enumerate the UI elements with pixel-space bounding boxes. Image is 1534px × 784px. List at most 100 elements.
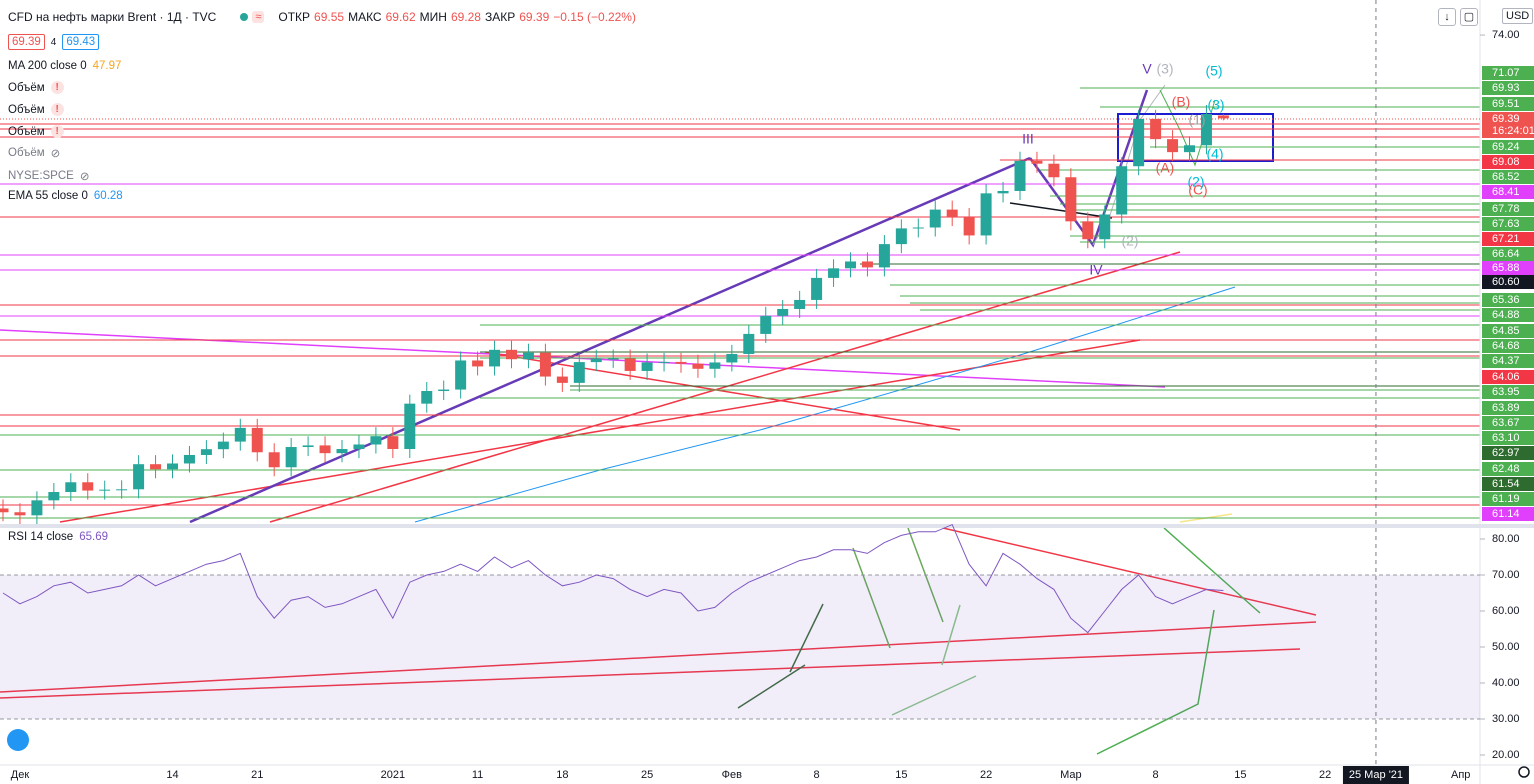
candle-body <box>1217 115 1229 119</box>
candle-body <box>1082 221 1094 240</box>
candle-body <box>167 463 178 470</box>
candle-body <box>370 436 382 445</box>
price-label-bg <box>1482 431 1534 445</box>
candle-body <box>607 358 619 360</box>
legend-value: 47.97 <box>92 60 122 72</box>
status-dot <box>240 13 249 21</box>
price-label-bg <box>1482 170 1534 184</box>
price-label-bg <box>1482 416 1534 430</box>
price-label: 64.85 <box>1492 325 1520 337</box>
legend-name: Объём <box>8 81 45 94</box>
candle-body <box>946 209 958 218</box>
price-label-bg <box>1482 232 1534 246</box>
price-label: 69.08 <box>1492 156 1520 168</box>
candle-body <box>404 403 416 450</box>
price-label-bg <box>1482 185 1534 199</box>
price-label: 67.21 <box>1492 233 1520 245</box>
open: 69.55 <box>314 10 345 24</box>
price-label: 60.60 <box>1492 276 1520 288</box>
legend-item: Объём! <box>8 103 64 116</box>
candle-body <box>234 427 246 442</box>
legend-name: RSI 14 close <box>8 531 74 543</box>
candle-body <box>828 268 840 278</box>
candle-body <box>675 361 687 364</box>
price-label-bg <box>1482 293 1534 307</box>
legend-value: 65.69 <box>79 531 108 543</box>
legend-item: MA 200 close 0 47.97 <box>8 60 121 72</box>
drawings <box>0 84 1480 524</box>
legend-name: Объём <box>8 147 45 159</box>
hidden-icon[interactable]: ⊘ <box>50 148 61 160</box>
rsi-drawings <box>0 528 1317 755</box>
status-badge: ≈ <box>252 11 265 23</box>
candle-body <box>1065 177 1077 222</box>
price-label: 63.10 <box>1492 432 1520 444</box>
candle-body <box>268 452 280 468</box>
price-label-bg <box>1482 492 1534 506</box>
candle-body <box>641 362 653 371</box>
price-label: 69.24 <box>1492 141 1520 153</box>
price-label: 69.51 <box>1492 98 1520 110</box>
candle-body <box>1048 163 1060 178</box>
candle-body <box>709 362 721 369</box>
warning-icon: ! <box>50 103 64 116</box>
wave-label: (3) <box>1207 97 1224 113</box>
currency[interactable]: USD <box>1502 8 1534 24</box>
x-tick-label: 14 <box>166 769 178 781</box>
price-label-bg <box>1482 112 1534 138</box>
price-label-bg <box>1482 462 1534 476</box>
candle-body <box>912 227 924 229</box>
price-label: 63.67 <box>1492 417 1520 429</box>
candle-body <box>743 333 755 354</box>
maximize-button[interactable]: ▢ <box>1460 8 1478 26</box>
countdown: 16:24:01 <box>1492 125 1534 137</box>
settings-icon[interactable] <box>1518 766 1530 778</box>
candle-body <box>760 315 772 334</box>
change: −0.15 (−0.22%) <box>553 10 636 24</box>
price-label-bg <box>1482 339 1534 353</box>
y-tick-label: 80.00 <box>1492 533 1520 545</box>
legend-name: MA 200 close 0 <box>8 60 87 72</box>
price-label: 62.97 <box>1492 447 1520 459</box>
candle-body <box>48 492 60 501</box>
wave-label: (1) <box>1188 112 1205 128</box>
wave-label: (A) <box>1156 160 1175 176</box>
candle-body <box>845 261 856 269</box>
x-tick-label: 22 <box>980 769 992 781</box>
price-label-bg <box>1482 477 1534 491</box>
high-label: МАКС <box>348 10 382 24</box>
wave-label: (B) <box>1172 94 1191 110</box>
candle-body <box>506 349 517 360</box>
candle-body <box>285 447 297 468</box>
price-label: 67.78 <box>1492 203 1520 215</box>
candle-body <box>556 376 568 383</box>
price-label-bg <box>1482 202 1534 216</box>
wave-label: IV <box>1089 262 1103 278</box>
wave-label: III <box>1022 131 1034 147</box>
candle-body <box>1099 214 1111 240</box>
hidden-icon[interactable]: ⊘ <box>79 171 90 183</box>
candle-body <box>811 277 823 300</box>
legend-item: RSI 14 close 65.69 <box>8 531 108 543</box>
price-label: 65.88 <box>1492 262 1520 274</box>
price-label-bg <box>1482 401 1534 415</box>
candle-body <box>895 228 907 245</box>
wave-label: (2) <box>1187 174 1204 190</box>
candle-body <box>980 193 992 236</box>
price-label-bg <box>1482 354 1534 368</box>
legend-item: NYSE:SPCE ⊘ <box>8 169 89 183</box>
candle-body <box>726 353 738 363</box>
candle-body <box>522 352 534 360</box>
scroll-button[interactable]: ↓ <box>1438 8 1456 26</box>
price-label: 61.19 <box>1492 493 1520 505</box>
price-label-bg <box>1482 155 1534 169</box>
candle-body <box>65 482 77 493</box>
x-tick-label: Апр <box>1451 769 1470 781</box>
candle-body <box>573 362 585 383</box>
price-label-bg <box>1482 446 1534 460</box>
candle-body <box>692 363 704 369</box>
close-label: ЗАКР <box>484 10 516 24</box>
price-label-bg <box>1482 97 1534 111</box>
candle-body <box>336 449 348 454</box>
candle-body <box>99 489 111 491</box>
